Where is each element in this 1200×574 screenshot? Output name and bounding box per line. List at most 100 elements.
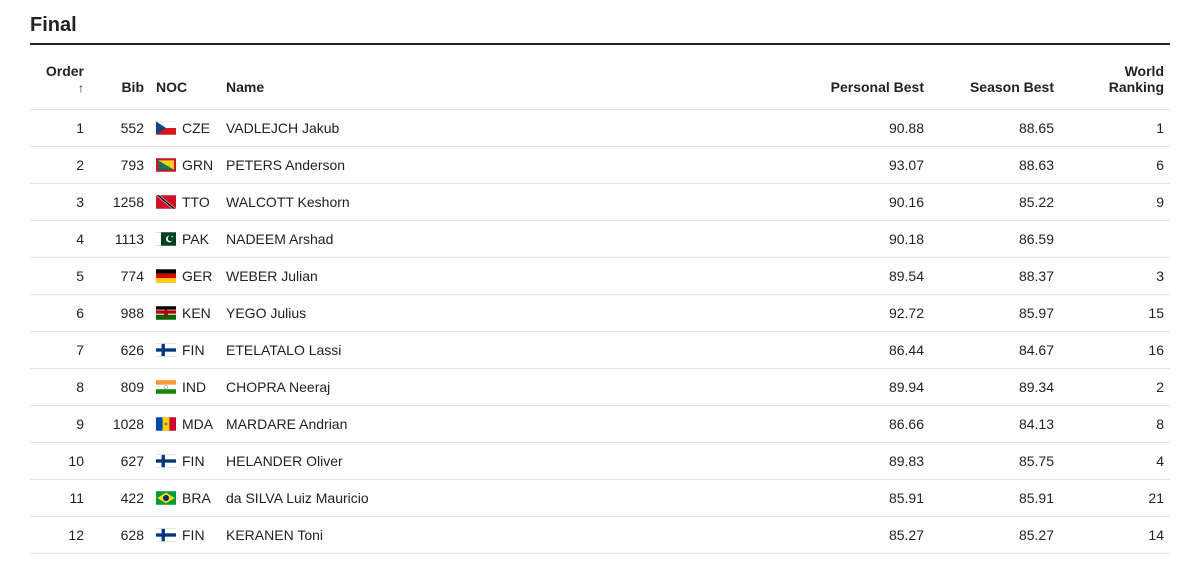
col-header-world-ranking[interactable]: WorldRanking (1060, 49, 1170, 110)
table-row[interactable]: 12628FINKERANEN Toni85.2785.2714 (30, 517, 1170, 554)
results-table: Order ↑ Bib NOC Name Personal Best Seaso… (30, 49, 1170, 554)
cell-world-ranking: 14 (1060, 517, 1170, 554)
cell-noc: CZE (150, 110, 220, 147)
col-header-bib[interactable]: Bib (90, 49, 150, 110)
cell-bib: 774 (90, 258, 150, 295)
cell-noc: FIN (150, 443, 220, 480)
table-header-row: Order ↑ Bib NOC Name Personal Best Seaso… (30, 49, 1170, 110)
noc-code: BRA (182, 490, 211, 506)
cell-world-ranking: 2 (1060, 369, 1170, 406)
cell-world-ranking: 16 (1060, 332, 1170, 369)
cell-personal-best: 89.54 (800, 258, 930, 295)
cell-noc: FIN (150, 517, 220, 554)
cell-season-best: 85.91 (930, 480, 1060, 517)
cell-bib: 1028 (90, 406, 150, 443)
table-row[interactable]: 5774GERWEBER Julian89.5488.373 (30, 258, 1170, 295)
cell-season-best: 89.34 (930, 369, 1060, 406)
cell-world-ranking: 6 (1060, 147, 1170, 184)
noc-code: FIN (182, 527, 205, 543)
cell-season-best: 85.97 (930, 295, 1060, 332)
table-row[interactable]: 7626FINETELATALO Lassi86.4484.6716 (30, 332, 1170, 369)
table-row[interactable]: 41113PAKNADEEM Arshad90.1886.59 (30, 221, 1170, 258)
col-header-order-label: Order (46, 63, 84, 79)
table-row[interactable]: 91028MDAMARDARE Andrian86.6684.138 (30, 406, 1170, 443)
cell-name: MARDARE Andrian (220, 406, 800, 443)
cell-name: KERANEN Toni (220, 517, 800, 554)
noc-code: PAK (182, 231, 209, 247)
cell-season-best: 84.67 (930, 332, 1060, 369)
noc-code: IND (182, 379, 206, 395)
cell-season-best: 85.75 (930, 443, 1060, 480)
cell-name: YEGO Julius (220, 295, 800, 332)
col-header-personal-best[interactable]: Personal Best (800, 49, 930, 110)
cell-name: NADEEM Arshad (220, 221, 800, 258)
cell-order: 9 (30, 406, 90, 443)
sort-ascending-icon: ↑ (78, 81, 84, 95)
cell-noc: BRA (150, 480, 220, 517)
cell-noc: GRN (150, 147, 220, 184)
noc-code: TTO (182, 194, 210, 210)
section-title: Final (30, 10, 1170, 43)
cell-order: 6 (30, 295, 90, 332)
table-row[interactable]: 31258TTOWALCOTT Keshorn90.1685.229 (30, 184, 1170, 221)
noc-code: MDA (182, 416, 213, 432)
col-header-noc[interactable]: NOC (150, 49, 220, 110)
cell-name: PETERS Anderson (220, 147, 800, 184)
cell-bib: 628 (90, 517, 150, 554)
flag-icon (156, 417, 176, 431)
cell-order: 7 (30, 332, 90, 369)
cell-personal-best: 92.72 (800, 295, 930, 332)
cell-bib: 988 (90, 295, 150, 332)
cell-bib: 809 (90, 369, 150, 406)
cell-name: CHOPRA Neeraj (220, 369, 800, 406)
cell-noc: IND (150, 369, 220, 406)
col-header-order[interactable]: Order ↑ (30, 49, 90, 110)
cell-world-ranking: 21 (1060, 480, 1170, 517)
flag-icon (156, 454, 176, 468)
cell-noc: KEN (150, 295, 220, 332)
noc-code: CZE (182, 120, 210, 136)
cell-personal-best: 90.16 (800, 184, 930, 221)
cell-world-ranking: 8 (1060, 406, 1170, 443)
noc-code: GER (182, 268, 212, 284)
cell-season-best: 85.27 (930, 517, 1060, 554)
cell-bib: 793 (90, 147, 150, 184)
cell-personal-best: 90.88 (800, 110, 930, 147)
cell-season-best: 84.13 (930, 406, 1060, 443)
table-row[interactable]: 8809INDCHOPRA Neeraj89.9489.342 (30, 369, 1170, 406)
cell-bib: 552 (90, 110, 150, 147)
cell-bib: 627 (90, 443, 150, 480)
cell-noc: PAK (150, 221, 220, 258)
cell-bib: 1258 (90, 184, 150, 221)
cell-world-ranking: 15 (1060, 295, 1170, 332)
col-header-name[interactable]: Name (220, 49, 800, 110)
cell-bib: 422 (90, 480, 150, 517)
table-row[interactable]: 6988KENYEGO Julius92.7285.9715 (30, 295, 1170, 332)
cell-personal-best: 89.83 (800, 443, 930, 480)
table-row[interactable]: 11422BRAda SILVA Luiz Mauricio85.9185.91… (30, 480, 1170, 517)
flag-icon (156, 306, 176, 320)
noc-code: FIN (182, 453, 205, 469)
cell-noc: GER (150, 258, 220, 295)
cell-bib: 626 (90, 332, 150, 369)
col-header-season-best[interactable]: Season Best (930, 49, 1060, 110)
noc-code: FIN (182, 342, 205, 358)
cell-noc: MDA (150, 406, 220, 443)
cell-world-ranking: 3 (1060, 258, 1170, 295)
cell-world-ranking: 4 (1060, 443, 1170, 480)
cell-order: 1 (30, 110, 90, 147)
cell-name: WEBER Julian (220, 258, 800, 295)
cell-personal-best: 90.18 (800, 221, 930, 258)
cell-order: 2 (30, 147, 90, 184)
cell-noc: FIN (150, 332, 220, 369)
noc-code: GRN (182, 157, 213, 173)
table-row[interactable]: 10627FINHELANDER Oliver89.8385.754 (30, 443, 1170, 480)
top-rule (30, 43, 1170, 45)
cell-personal-best: 86.44 (800, 332, 930, 369)
table-row[interactable]: 2793GRNPETERS Anderson93.0788.636 (30, 147, 1170, 184)
cell-order: 11 (30, 480, 90, 517)
cell-noc: TTO (150, 184, 220, 221)
table-row[interactable]: 1552CZEVADLEJCH Jakub90.8888.651 (30, 110, 1170, 147)
cell-season-best: 86.59 (930, 221, 1060, 258)
cell-world-ranking: 9 (1060, 184, 1170, 221)
